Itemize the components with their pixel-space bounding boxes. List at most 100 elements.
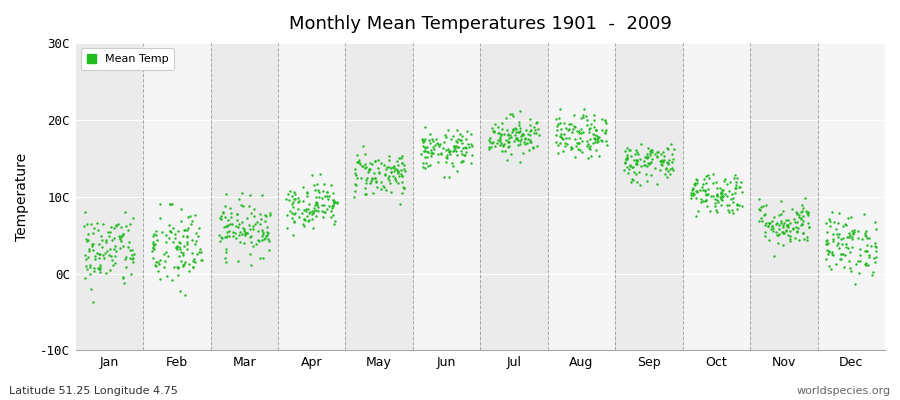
Point: [308, 186, 322, 193]
Point: [426, 144, 440, 150]
Point: [326, 196, 340, 203]
Point: [573, 147, 588, 153]
Point: [95, 220, 110, 227]
Point: [79, 221, 94, 227]
Point: [501, 143, 516, 149]
Point: [619, 152, 634, 158]
Point: [617, 167, 632, 173]
Point: [215, 209, 230, 215]
Point: [516, 150, 530, 156]
Point: [556, 131, 571, 138]
Point: [115, 233, 130, 240]
Point: [714, 191, 728, 198]
Point: [284, 208, 298, 214]
Point: [464, 160, 478, 166]
Title: Monthly Mean Temperatures 1901  -  2009: Monthly Mean Temperatures 1901 - 2009: [289, 15, 671, 33]
Point: [423, 131, 437, 138]
Point: [576, 114, 590, 120]
Point: [364, 161, 379, 168]
Point: [580, 138, 595, 144]
Bar: [413, 43, 481, 350]
Point: [781, 216, 796, 223]
Point: [561, 127, 575, 134]
Point: [103, 266, 117, 273]
Point: [520, 131, 535, 138]
Point: [326, 197, 340, 204]
Point: [397, 162, 411, 168]
Point: [698, 197, 713, 204]
Point: [326, 190, 340, 196]
Point: [499, 115, 513, 121]
Point: [662, 157, 677, 163]
Point: [558, 142, 572, 149]
Point: [868, 243, 882, 250]
Point: [711, 199, 725, 206]
Point: [834, 256, 849, 262]
Point: [552, 115, 566, 121]
Point: [352, 159, 366, 166]
Point: [458, 136, 473, 143]
Point: [825, 231, 840, 237]
Point: [388, 174, 402, 181]
Point: [236, 202, 250, 209]
Point: [260, 232, 274, 238]
Point: [718, 176, 733, 182]
Point: [565, 126, 580, 133]
Point: [361, 169, 375, 175]
Point: [564, 120, 579, 127]
Point: [382, 156, 397, 163]
Point: [280, 225, 294, 232]
Point: [449, 142, 464, 149]
Point: [109, 248, 123, 254]
Point: [158, 258, 172, 264]
Point: [825, 248, 840, 255]
Point: [185, 264, 200, 270]
Point: [105, 262, 120, 268]
Point: [363, 160, 377, 166]
Point: [242, 203, 256, 210]
Point: [165, 277, 179, 283]
Point: [595, 126, 609, 133]
Point: [701, 191, 716, 197]
Point: [795, 202, 809, 209]
Point: [726, 199, 741, 205]
Point: [493, 134, 508, 141]
Point: [759, 220, 773, 226]
Point: [796, 221, 810, 227]
Point: [222, 220, 237, 227]
Point: [395, 173, 410, 179]
Point: [350, 152, 365, 158]
Point: [368, 174, 382, 181]
Point: [315, 202, 329, 208]
Point: [551, 120, 565, 127]
Point: [598, 127, 613, 134]
Point: [172, 244, 186, 250]
Point: [802, 224, 816, 230]
Point: [367, 170, 382, 176]
Point: [213, 216, 228, 222]
Point: [414, 151, 428, 157]
Point: [706, 170, 720, 177]
Point: [230, 223, 244, 229]
Point: [637, 162, 652, 168]
Point: [464, 131, 478, 138]
Point: [185, 258, 200, 264]
Point: [839, 241, 853, 247]
Point: [619, 155, 634, 162]
Point: [776, 242, 790, 248]
Point: [508, 132, 523, 138]
Point: [650, 148, 664, 155]
Point: [845, 228, 859, 234]
Point: [567, 122, 581, 129]
Point: [752, 206, 766, 212]
Point: [696, 181, 710, 188]
Bar: [481, 43, 548, 350]
Point: [619, 156, 634, 163]
Point: [297, 216, 311, 222]
Point: [630, 158, 644, 164]
Point: [587, 112, 601, 118]
Point: [830, 230, 844, 237]
Point: [592, 152, 607, 159]
Point: [450, 139, 464, 145]
Point: [437, 139, 452, 145]
